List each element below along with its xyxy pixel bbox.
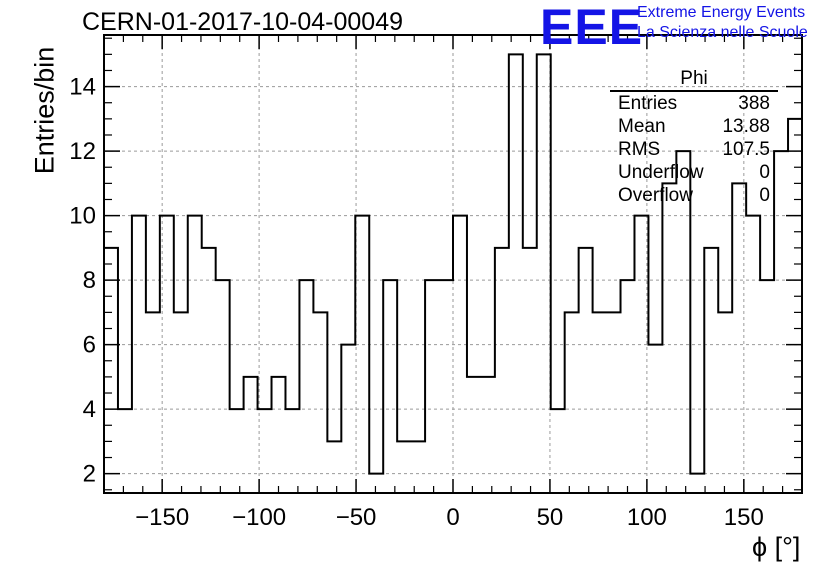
stats-label: Overflow [618, 185, 693, 206]
stats-row: Underflow 0 [610, 161, 778, 184]
stats-row: Entries 388 [610, 92, 778, 115]
stats-value: 13.88 [722, 116, 770, 137]
stats-value: 388 [738, 93, 770, 114]
organization-line-1: Extreme Energy Events [637, 4, 806, 21]
stats-row: RMS 107.5 [610, 138, 778, 161]
x-tick-label: 150 [724, 504, 764, 531]
stats-label: Mean [618, 116, 666, 137]
stats-value: 107.5 [722, 139, 770, 160]
x-tick-label: 50 [537, 504, 564, 531]
x-axis-label: ϕ [°] [752, 532, 801, 562]
stats-value: 0 [759, 185, 770, 206]
y-tick-label: 12 [69, 138, 96, 165]
histogram-series [103, 53, 803, 493]
eee-logo: EEE [540, 0, 644, 55]
x-tick-label: −150 [135, 504, 189, 531]
y-axis-label: Entries/bin [29, 46, 60, 175]
x-tick-label: 100 [627, 504, 667, 531]
y-tick-label: 2 [83, 461, 96, 488]
axis-ticks [104, 35, 802, 493]
y-tick-label: 4 [83, 396, 96, 423]
stats-label: Underflow [618, 162, 704, 183]
stats-box: Phi Entries 388 Mean 13.88 RMS 107.5 Und… [610, 68, 778, 207]
stats-label: RMS [618, 139, 661, 160]
stats-value: 0 [759, 162, 770, 183]
y-tick-label: 14 [69, 74, 96, 101]
x-tick-label: −100 [232, 504, 286, 531]
tick-labels: −150 −100 −50 0 50 100 150 2 4 6 8 10 12 14 [69, 74, 764, 531]
x-tick-label: −50 [336, 504, 377, 531]
organization-line-2: La Scienza nelle Scuole [637, 24, 808, 41]
stats-label: Entries [618, 93, 678, 114]
chart-title: CERN-01-2017-10-04-00049 [82, 8, 404, 36]
stats-title: Phi [610, 68, 778, 92]
y-tick-label: 10 [69, 203, 96, 230]
y-tick-label: 8 [83, 267, 96, 294]
stats-row: Overflow 0 [610, 184, 778, 207]
organization-label: Extreme Energy Events La Scienza nelle S… [637, 3, 808, 43]
stats-row: Mean 13.88 [610, 115, 778, 138]
x-tick-label: 0 [446, 504, 459, 531]
y-tick-label: 6 [83, 332, 96, 359]
